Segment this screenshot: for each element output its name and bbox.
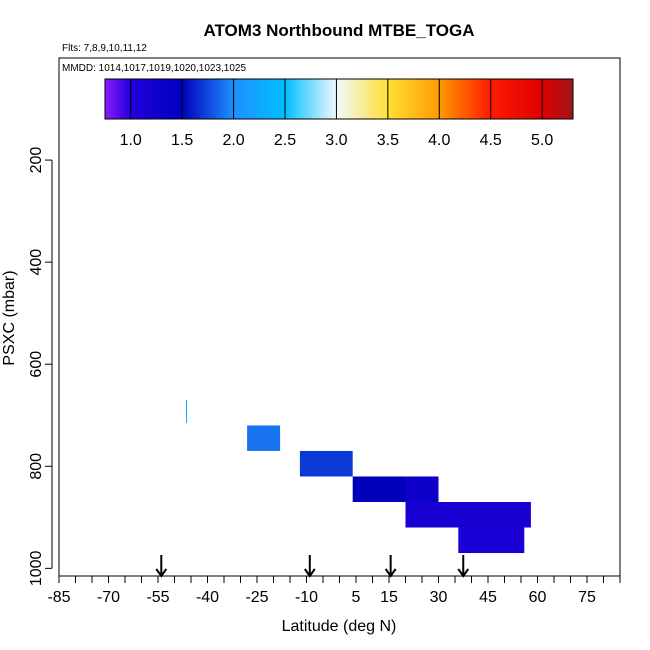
colorbar-tick-label: 4.0: [428, 132, 450, 149]
data-cell: [186, 399, 188, 423]
x-tick-label: 5: [352, 589, 361, 606]
y-tick-label: 400: [28, 249, 45, 276]
colorbar-tick-label: 3.5: [377, 132, 399, 149]
y-axis: 200 400 600 800 1000: [28, 147, 53, 586]
data-cell: [405, 502, 531, 528]
x-tick-label: 60: [529, 589, 547, 606]
x-tick-label: 30: [430, 589, 448, 606]
data-cell: [352, 476, 406, 502]
data-cell: [247, 425, 281, 451]
flights-label: Flts: 7,8,9,10,11,12: [62, 43, 147, 54]
x-tick-label: 75: [578, 589, 596, 606]
data-cell: [299, 450, 353, 477]
y-tick-label: 1000: [28, 550, 45, 586]
data-cell: [458, 527, 525, 554]
flight-arrow: [457, 555, 470, 578]
x-axis-label: Latitude (deg N): [282, 618, 397, 635]
y-tick-label: 800: [28, 453, 45, 480]
mmdd-label: MMDD: 1014,1017,1019,1020,1023,1025: [62, 63, 246, 74]
x-tick-label: -10: [295, 589, 318, 606]
x-tick-label: 15: [380, 589, 398, 606]
colorbar-tick-label: 4.5: [480, 132, 502, 149]
x-tick-label: -25: [245, 589, 268, 606]
flight-arrow: [155, 555, 168, 578]
flight-arrow: [303, 555, 316, 578]
colorbar-tick-lines: [130, 79, 543, 119]
x-tick-label: -40: [196, 589, 219, 606]
x-tick-label: -85: [47, 589, 70, 606]
x-tick-label: -55: [146, 589, 169, 606]
colorbar-tick-label: 2.0: [222, 132, 244, 149]
chart-title: ATOM3 Northbound MTBE_TOGA: [203, 21, 474, 40]
colorbar-tick-label: 2.5: [274, 132, 296, 149]
x-tick-label: -70: [97, 589, 120, 606]
x-axis: -85 -70 -55 -40 -25 -10 5 15 30 45 60 75: [47, 575, 621, 606]
colorbar-labels: 1.0 1.5 2.0 2.5 3.0 3.5 4.0 4.5 5.0: [120, 132, 554, 149]
colorbar-tick-label: 5.0: [531, 132, 553, 149]
y-axis-label: PSXC (mbar): [1, 270, 18, 365]
x-tick-label: 45: [479, 589, 497, 606]
data-cells: [186, 399, 531, 554]
flight-arrows: [155, 555, 470, 578]
colorbar-tick-label: 1.5: [171, 132, 193, 149]
colorbar: [104, 78, 574, 120]
colorbar-tick-label: 3.0: [325, 132, 347, 149]
data-cell: [405, 476, 439, 502]
y-tick-label: 600: [28, 351, 45, 378]
y-tick-label: 200: [28, 147, 45, 174]
colorbar-tick-label: 1.0: [120, 132, 142, 149]
flight-arrow: [384, 555, 397, 578]
